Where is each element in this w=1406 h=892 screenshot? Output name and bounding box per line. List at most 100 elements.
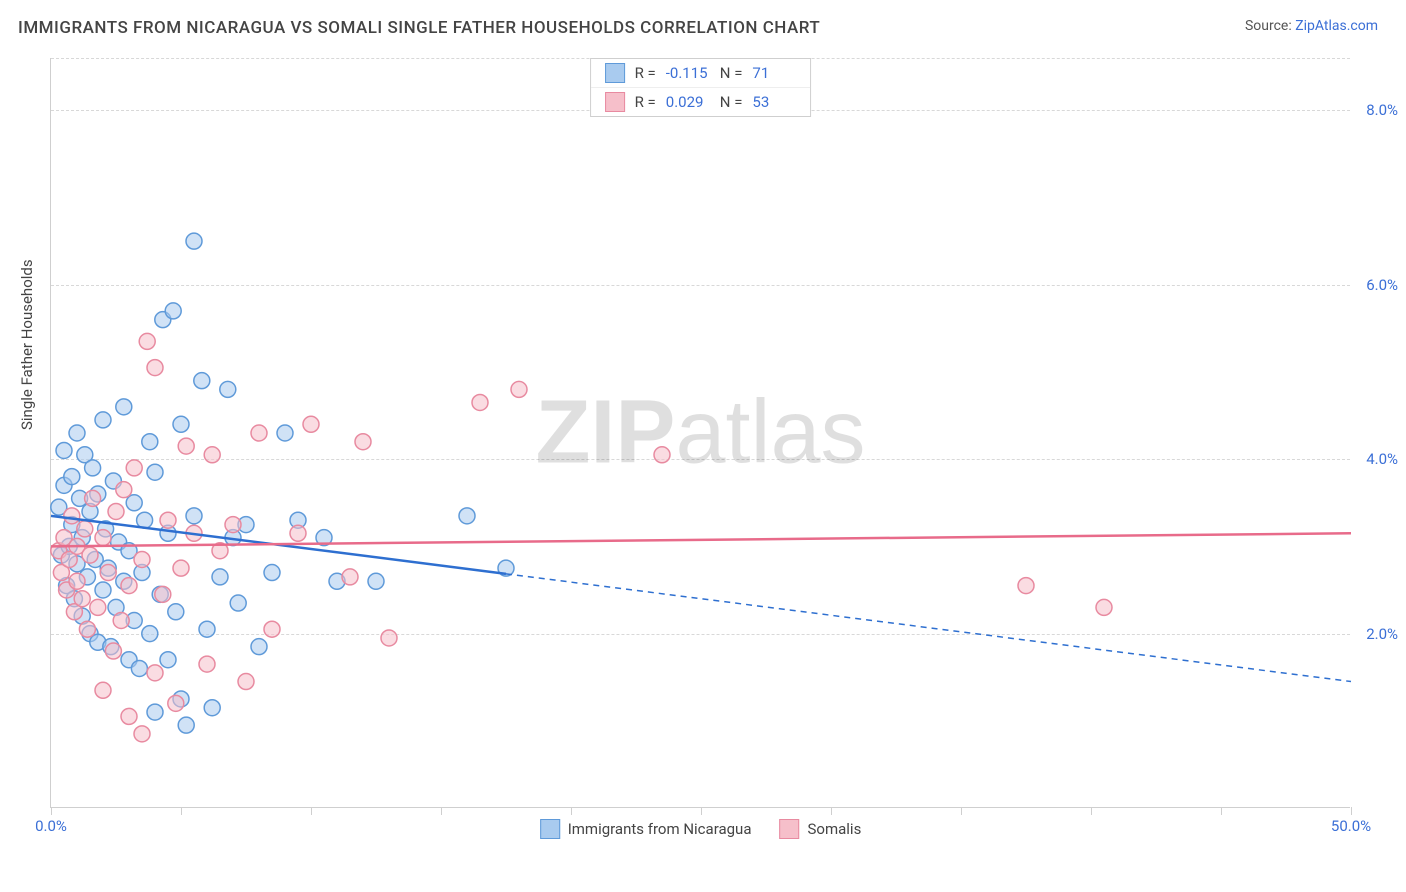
data-point bbox=[134, 726, 150, 742]
data-point bbox=[56, 442, 72, 458]
data-point bbox=[264, 621, 280, 637]
data-point bbox=[194, 373, 210, 389]
data-point bbox=[303, 416, 319, 432]
data-point bbox=[1018, 578, 1034, 594]
data-point bbox=[105, 643, 121, 659]
x-tick bbox=[51, 807, 52, 815]
data-point bbox=[69, 425, 85, 441]
data-point bbox=[116, 482, 132, 498]
series-legend: Immigrants from Nicaragua Somalis bbox=[540, 819, 862, 839]
data-point bbox=[511, 381, 527, 397]
y-axis-label: Single Father Households bbox=[18, 259, 36, 430]
data-point bbox=[95, 682, 111, 698]
r-label: R = bbox=[635, 93, 656, 111]
data-point bbox=[165, 303, 181, 319]
x-tick bbox=[181, 807, 182, 815]
x-tick bbox=[571, 807, 572, 815]
data-point bbox=[368, 573, 384, 589]
data-point bbox=[199, 621, 215, 637]
y-tick-label: 6.0% bbox=[1366, 276, 1398, 294]
data-point bbox=[204, 447, 220, 463]
y-tick-label: 4.0% bbox=[1366, 450, 1398, 468]
n-value: 71 bbox=[752, 64, 796, 82]
data-point bbox=[116, 399, 132, 415]
x-tick bbox=[831, 807, 832, 815]
n-label: N = bbox=[720, 64, 743, 82]
x-tick bbox=[961, 807, 962, 815]
legend-swatch bbox=[780, 819, 800, 839]
data-point bbox=[147, 360, 163, 376]
x-tick bbox=[1091, 807, 1092, 815]
data-point bbox=[79, 621, 95, 637]
legend-label: Immigrants from Nicaragua bbox=[568, 820, 752, 838]
legend-item: Somalis bbox=[780, 819, 862, 839]
data-point bbox=[654, 447, 670, 463]
chart-title: IMMIGRANTS FROM NICARAGUA VS SOMALI SING… bbox=[18, 18, 820, 38]
data-point bbox=[64, 508, 80, 524]
data-point bbox=[131, 660, 147, 676]
data-point bbox=[264, 565, 280, 581]
n-label: N = bbox=[720, 93, 743, 111]
data-point bbox=[90, 599, 106, 615]
data-point bbox=[100, 565, 116, 581]
data-point bbox=[95, 582, 111, 598]
data-point bbox=[381, 630, 397, 646]
data-point bbox=[108, 503, 124, 519]
source-prefix: Source: bbox=[1245, 18, 1295, 34]
data-point bbox=[204, 700, 220, 716]
data-point bbox=[85, 490, 101, 506]
data-point bbox=[142, 434, 158, 450]
source-credit: Source: ZipAtlas.com bbox=[1245, 18, 1378, 34]
data-point bbox=[251, 425, 267, 441]
data-point bbox=[74, 591, 90, 607]
data-point bbox=[251, 639, 267, 655]
data-point bbox=[147, 464, 163, 480]
data-point bbox=[160, 512, 176, 528]
data-point bbox=[238, 674, 254, 690]
data-point bbox=[168, 695, 184, 711]
n-value: 53 bbox=[752, 93, 796, 111]
data-point bbox=[121, 578, 137, 594]
data-point bbox=[147, 704, 163, 720]
data-point bbox=[220, 381, 236, 397]
x-tick bbox=[441, 807, 442, 815]
chart-header: IMMIGRANTS FROM NICARAGUA VS SOMALI SING… bbox=[0, 0, 1406, 38]
y-tick-label: 2.0% bbox=[1366, 625, 1398, 643]
data-point bbox=[277, 425, 293, 441]
data-point bbox=[147, 665, 163, 681]
legend-row: R =0.029N =53 bbox=[591, 88, 811, 116]
data-point bbox=[69, 573, 85, 589]
legend-swatch bbox=[540, 819, 560, 839]
r-label: R = bbox=[635, 64, 656, 82]
data-point bbox=[126, 495, 142, 511]
data-point bbox=[95, 412, 111, 428]
x-tick bbox=[701, 807, 702, 815]
data-point bbox=[121, 708, 137, 724]
data-point bbox=[186, 508, 202, 524]
legend-swatch bbox=[605, 63, 625, 83]
data-point bbox=[342, 569, 358, 585]
data-point bbox=[355, 434, 371, 450]
data-point bbox=[230, 595, 246, 611]
chart-canvas bbox=[51, 58, 1350, 807]
legend-item: Immigrants from Nicaragua bbox=[540, 819, 752, 839]
data-point bbox=[173, 560, 189, 576]
data-point bbox=[126, 460, 142, 476]
data-point bbox=[134, 551, 150, 567]
trend-line-dashed bbox=[506, 574, 1351, 682]
legend-label: Somalis bbox=[808, 820, 862, 838]
data-point bbox=[64, 469, 80, 485]
data-point bbox=[95, 530, 111, 546]
source-link[interactable]: ZipAtlas.com bbox=[1295, 18, 1378, 34]
data-point bbox=[173, 416, 189, 432]
data-point bbox=[139, 333, 155, 349]
data-point bbox=[212, 569, 228, 585]
data-point bbox=[459, 508, 475, 524]
data-point bbox=[160, 652, 176, 668]
data-point bbox=[199, 656, 215, 672]
data-point bbox=[142, 626, 158, 642]
x-tick bbox=[311, 807, 312, 815]
data-point bbox=[178, 717, 194, 733]
data-point bbox=[290, 525, 306, 541]
x-tick bbox=[1351, 807, 1352, 815]
